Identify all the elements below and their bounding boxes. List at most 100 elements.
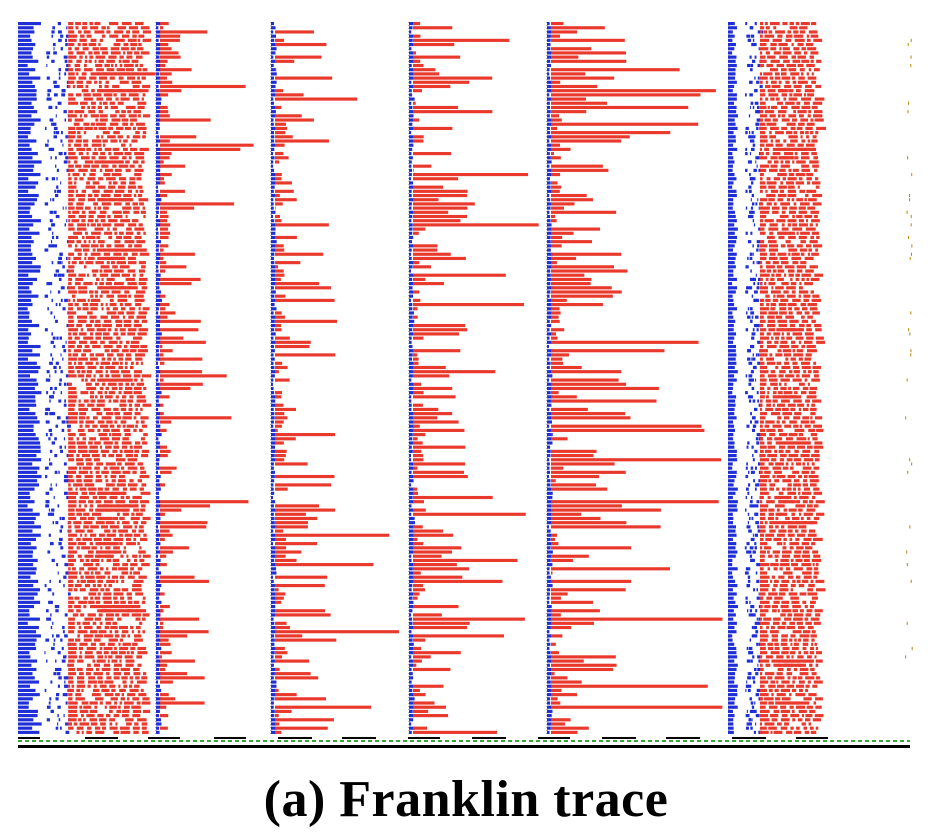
cpu-tick [62,143,64,147]
io-bar [275,223,329,227]
cpu-tick [547,688,552,693]
cpu-tick [156,143,159,147]
cpu-segment [728,206,733,210]
io-bar [551,508,661,512]
io-segment [810,51,819,55]
io-segment [74,47,80,51]
cpu-tick [547,47,551,51]
io-segment [775,365,779,370]
cpu-tick [409,101,412,105]
io-segment [104,584,107,588]
io-segment [121,676,128,680]
io-bar [551,193,587,198]
io-segment [68,206,75,210]
io-segment [135,303,142,307]
io-segment [119,63,123,68]
cpu-tick [271,38,275,42]
io-burst [97,550,117,554]
cpu-tick [44,584,47,588]
io-segment [801,47,807,51]
io-segment [133,416,137,420]
cpu-tick [754,365,757,370]
io-segment [768,248,779,252]
cpu-tick [547,579,553,583]
io-segment [774,688,779,693]
io-bar [160,470,172,474]
io-segment [794,51,801,55]
io-segment [98,126,107,130]
cpu-tick [748,378,753,382]
cpu-tick [409,420,414,424]
io-segment [806,344,816,349]
io-segment [99,210,107,214]
cpu-tick [156,537,160,542]
io-segment [802,600,807,604]
io-segment [793,424,799,428]
cpu-segment [18,382,39,386]
cpu-tick [751,613,754,617]
cpu-tick [747,676,749,680]
io-segment [814,714,824,718]
io-segment [796,621,803,625]
io-bar [551,546,632,550]
io-segment [76,240,82,244]
io-segment [812,294,820,298]
io-bar [160,609,164,613]
io-segment [68,286,76,290]
cpu-tick [271,68,277,72]
io-bar [160,30,208,34]
io-bar [413,529,443,533]
io-segment [112,449,118,453]
cpu-segment [18,22,41,26]
io-segment [83,143,89,147]
io-segment [784,152,794,156]
cpu-tick [747,441,750,445]
cpu-tick [53,244,58,248]
io-segment [793,34,804,38]
io-segment [810,433,818,437]
io-bar [275,206,276,210]
cpu-tick [409,164,412,168]
io-segment [112,516,119,521]
io-bar [275,282,320,286]
io-segment [88,193,93,198]
cpu-tick [755,353,758,357]
io-segment [775,143,783,147]
io-segment [759,399,763,403]
cpu-segment [18,135,28,139]
io-segment [812,365,821,370]
cpu-tick [747,315,751,319]
cpu-segment [728,34,735,38]
io-segment [781,680,790,684]
cpu-segment [728,491,736,495]
cpu-tick [271,395,277,399]
io-segment [111,437,121,441]
cpu-tick [409,726,415,730]
io-segment [787,30,792,34]
cpu-tick [47,512,52,516]
cpu-segment [728,609,734,613]
io-segment [786,181,795,185]
io-segment [83,172,86,177]
cpu-segment [728,474,737,479]
io-segment [136,382,145,386]
io-segment [83,596,88,600]
io-segment [795,336,804,340]
io-segment [79,567,85,571]
io-segment [77,315,87,319]
io-segment [94,596,101,600]
io-segment [105,80,109,84]
cpu-segment [18,567,37,571]
io-segment [92,181,100,185]
cpu-tick [746,550,750,554]
io-segment [802,630,811,634]
cpu-segment [18,533,41,537]
io-segment [81,189,87,193]
io-segment [137,47,144,51]
cpu-tick [748,135,752,139]
cpu-tick [756,693,760,697]
io-segment [807,315,813,319]
cpu-tick [409,663,414,667]
io-segment [813,156,818,160]
cpu-tick [746,424,750,428]
